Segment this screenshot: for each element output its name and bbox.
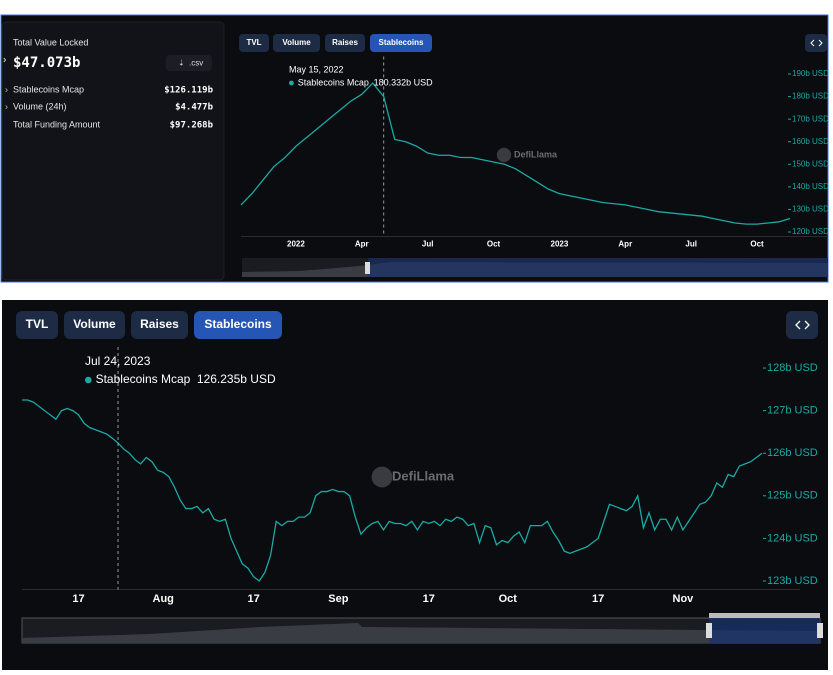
embed-icon (810, 39, 823, 47)
stat-label: Total Funding Amount (13, 119, 101, 129)
embed-icon (795, 320, 810, 330)
brush-bar[interactable] (709, 613, 820, 618)
tooltip-value: 126.235b USD (197, 372, 276, 386)
y-tick-label: 190b USD (792, 69, 829, 78)
tvl-value: $47.073b (13, 55, 80, 71)
x-tick-label: 17 (592, 593, 604, 605)
x-tick-label: Sep (328, 593, 348, 605)
tab-label[interactable]: Volume (73, 317, 116, 331)
tab-label[interactable]: Volume (282, 38, 311, 47)
watermark-logo (371, 466, 393, 488)
x-tick-label: 17 (423, 593, 435, 605)
x-tick-label: Nov (673, 593, 695, 605)
x-tick-label: Oct (487, 240, 501, 249)
tab[interactable] (16, 311, 58, 339)
y-tick-label: 124b USD (767, 532, 818, 544)
brush-selection[interactable] (709, 618, 820, 643)
embed-button[interactable] (786, 311, 818, 339)
x-tick-label: 2023 (551, 240, 569, 249)
y-tick-label: 140b USD (792, 182, 829, 191)
tooltip-dot (289, 80, 294, 86)
y-tick-label: 130b USD (792, 205, 829, 214)
chevron: › (3, 55, 6, 66)
tvl-label: Total Value Locked (13, 37, 88, 47)
stat-value: $97.268b (170, 121, 214, 131)
stat-label[interactable]: Volume (24h) (13, 101, 67, 111)
brush-handle[interactable] (706, 623, 712, 638)
brush-selection[interactable] (368, 258, 828, 277)
y-tick-label: 125b USD (767, 490, 818, 502)
y-tick-label: 128b USD (767, 362, 818, 374)
x-tick-label: Apr (618, 240, 632, 249)
line-series (240, 82, 791, 225)
tooltip-date: Jul 24, 2023 (85, 354, 151, 368)
x-tick-label: Apr (355, 240, 369, 249)
stat-label[interactable]: Stablecoins Mcap (13, 84, 84, 94)
csv-label[interactable]: .csv (189, 59, 203, 68)
tooltip-value: 180.332b USD (374, 77, 434, 87)
watermark: DefiLlama (392, 468, 455, 483)
tab-active[interactable] (370, 34, 432, 52)
tab-label[interactable]: Raises (332, 38, 358, 47)
watermark-logo (496, 147, 512, 163)
tab-label[interactable]: TVL (246, 38, 261, 47)
tooltip-series: Stablecoins Mcap (96, 372, 191, 386)
chevron: › (5, 84, 8, 94)
tab[interactable] (273, 34, 320, 52)
tab[interactable] (239, 34, 269, 52)
watermark: DefiLlama (514, 149, 558, 159)
stats-box (1, 21, 225, 281)
tab-label[interactable]: Stablecoins (204, 317, 272, 331)
tab-label[interactable]: Stablecoins (379, 38, 424, 47)
tooltip-dot (85, 376, 92, 384)
x-tick-label: Oct (750, 240, 764, 249)
x-tick-label: 2022 (287, 240, 305, 249)
brush-handle[interactable] (365, 262, 370, 274)
brush-overview (22, 623, 820, 643)
x-tick-label: Jul (685, 240, 697, 249)
download-icon: ⇣ (178, 59, 185, 68)
embed-button[interactable] (805, 34, 827, 52)
y-tick-label: 180b USD (792, 92, 829, 101)
x-tick-label: Jul (422, 240, 434, 249)
x-tick-label: 17 (72, 593, 84, 605)
x-tick-label: Aug (153, 593, 174, 605)
tab[interactable] (325, 34, 365, 52)
tab-active[interactable] (194, 311, 282, 339)
y-tick-label: 120b USD (792, 227, 829, 236)
tooltip-date: May 15, 2022 (289, 64, 344, 74)
csv-button[interactable] (166, 55, 212, 71)
y-tick-label: 126b USD (767, 447, 818, 459)
y-tick-label: 170b USD (792, 114, 829, 123)
stat-value: $4.477b (175, 103, 214, 113)
tab-label[interactable]: TVL (26, 317, 49, 331)
x-tick-label: Oct (499, 593, 518, 605)
y-tick-label: 150b USD (792, 159, 829, 168)
y-tick-label: 160b USD (792, 137, 829, 146)
tab-label[interactable]: Raises (140, 317, 179, 331)
bottom-panel (2, 300, 828, 670)
y-tick-label: 127b USD (767, 405, 818, 417)
x-tick-label: 17 (247, 593, 259, 605)
brush-handle[interactable] (817, 623, 823, 638)
y-tick-label: 123b USD (767, 575, 818, 587)
line-series (22, 399, 763, 582)
tab[interactable] (131, 311, 188, 339)
tab[interactable] (64, 311, 125, 339)
chevron: › (5, 101, 8, 111)
stat-value: $126.119b (164, 86, 213, 96)
tooltip-series: Stablecoins Mcap (298, 77, 369, 87)
